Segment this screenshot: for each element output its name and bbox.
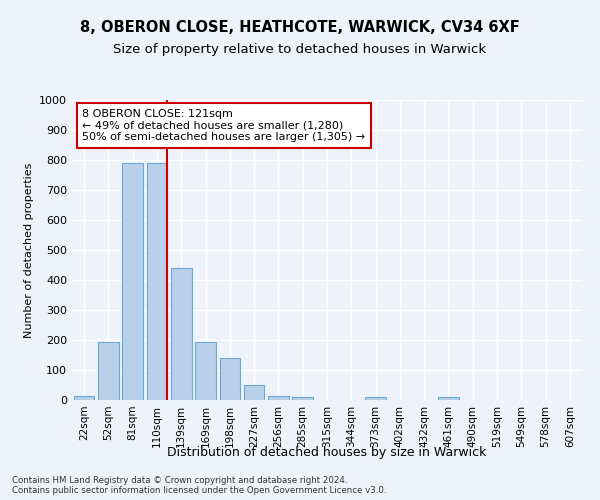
Text: 8 OBERON CLOSE: 121sqm
← 49% of detached houses are smaller (1,280)
50% of semi-: 8 OBERON CLOSE: 121sqm ← 49% of detached…	[82, 109, 365, 142]
Bar	[171, 268, 191, 400]
Bar	[438, 397, 459, 400]
Text: Size of property relative to detached houses in Warwick: Size of property relative to detached ho…	[113, 42, 487, 56]
Bar	[220, 358, 240, 400]
Bar	[195, 342, 216, 400]
Text: Distribution of detached houses by size in Warwick: Distribution of detached houses by size …	[167, 446, 487, 459]
Text: 8, OBERON CLOSE, HEATHCOTE, WARWICK, CV34 6XF: 8, OBERON CLOSE, HEATHCOTE, WARWICK, CV3…	[80, 20, 520, 35]
Bar	[122, 163, 143, 400]
Bar	[365, 397, 386, 400]
Bar	[146, 163, 167, 400]
Bar	[268, 396, 289, 400]
Text: Contains HM Land Registry data © Crown copyright and database right 2024.
Contai: Contains HM Land Registry data © Crown c…	[12, 476, 386, 495]
Bar	[244, 385, 265, 400]
Y-axis label: Number of detached properties: Number of detached properties	[23, 162, 34, 338]
Bar	[292, 397, 313, 400]
Bar	[74, 396, 94, 400]
Bar	[98, 342, 119, 400]
